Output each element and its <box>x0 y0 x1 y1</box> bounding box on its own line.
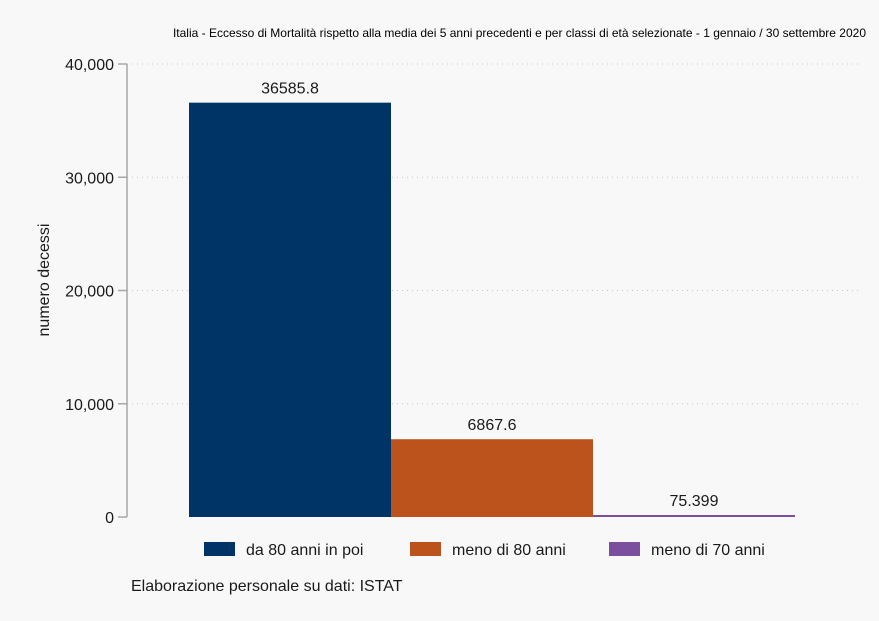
legend-swatch <box>410 542 441 556</box>
legend-item: da 80 anni in poi <box>204 542 363 559</box>
y-axis-ticks: 0 10,000 20,000 30,000 40,000 <box>65 57 127 527</box>
legend-item: meno di 70 anni <box>609 542 765 559</box>
caption: Elaborazione personale su dati: ISTAT <box>131 578 403 595</box>
y-tick-label: 10,000 <box>65 397 114 414</box>
y-tick-label: 30,000 <box>65 170 114 187</box>
bars: 36585.8 6867.6 75.399 <box>189 81 795 517</box>
y-tick-label: 0 <box>105 510 114 527</box>
legend-swatch <box>204 542 235 556</box>
legend-item: meno di 80 anni <box>410 542 566 559</box>
gridlines <box>127 63 858 405</box>
bar-value-label: 6867.6 <box>468 417 517 434</box>
y-axis-label: numero decessi <box>36 224 53 337</box>
y-tick-label: 40,000 <box>65 57 114 74</box>
legend: da 80 anni in poi meno di 80 anni meno di … <box>204 542 765 559</box>
legend-label: meno di 70 anni <box>651 542 765 559</box>
y-tick-label: 20,000 <box>65 284 114 301</box>
legend-label: da 80 anni in poi <box>246 542 363 559</box>
bar-value-label: 36585.8 <box>261 81 319 98</box>
bar <box>189 102 391 517</box>
chart-title: Italia - Eccesso di Mortalità rispetto a… <box>173 26 866 40</box>
legend-swatch <box>609 542 640 556</box>
bar <box>391 439 593 517</box>
legend-label: meno di 80 anni <box>452 542 566 559</box>
bar <box>593 515 795 517</box>
bar-value-label: 75.399 <box>670 493 719 510</box>
